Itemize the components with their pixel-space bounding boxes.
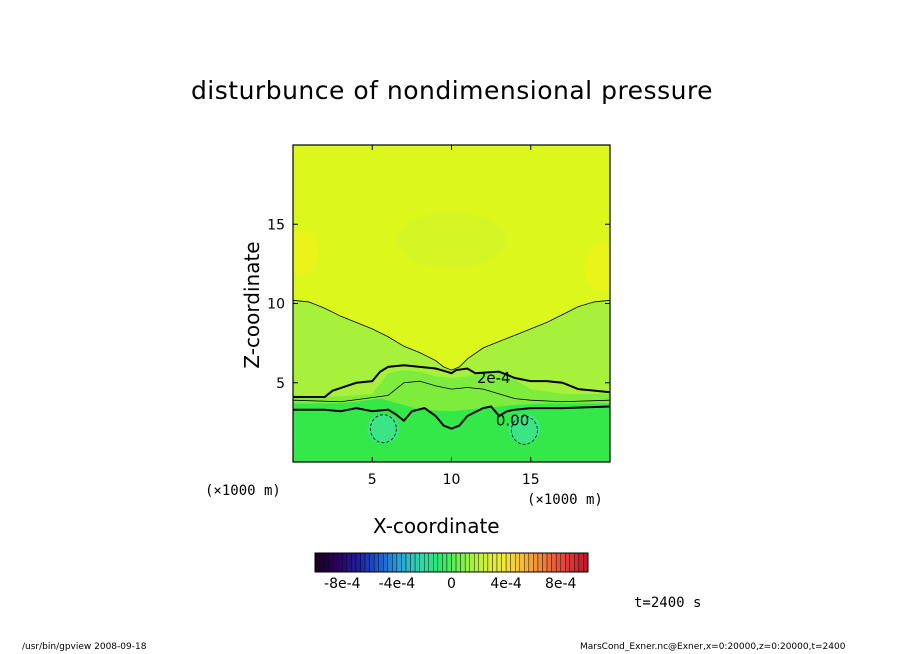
colorbar-cell: [555, 552, 561, 573]
x-unit-label: (×1000 m): [527, 492, 603, 508]
colorbar-cell: [387, 552, 393, 573]
colorbar-cell: [578, 552, 584, 573]
contour-label-zero: 0.00: [496, 412, 529, 430]
colorbar-cell: [383, 552, 389, 573]
field-blob-center: [396, 212, 507, 269]
y-tick-label: 10: [267, 297, 285, 313]
colorbar-cell: [446, 552, 452, 573]
colorbar-cell: [355, 552, 361, 573]
field-blob-right: [584, 243, 610, 292]
colorbar-cell: [583, 552, 589, 573]
y-tick-label: 15: [267, 217, 285, 233]
colorbar-cell: [515, 552, 520, 573]
colorbar-cell: [405, 552, 411, 573]
field-blob-left: [293, 230, 319, 275]
colorbar-cell: [442, 552, 448, 573]
x-tick-label: 5: [368, 472, 377, 488]
colorbar-cell: [565, 552, 571, 573]
colorbar-cell: [524, 552, 530, 573]
time-label: t=2400 s: [634, 595, 702, 611]
colorbar-tick-label: 4e-4: [490, 576, 522, 592]
contour-line-zero: [293, 405, 610, 430]
colorbar-cell: [328, 552, 334, 573]
colorbar-cell: [496, 552, 502, 573]
x-axis-label: X-coordinate: [373, 514, 500, 538]
chart-title: disturbunce of nondimensional pressure: [190, 76, 714, 105]
colorbar-cell: [346, 552, 352, 573]
colorbar-cell: [433, 552, 439, 573]
colorbar-cell: [537, 552, 543, 573]
colorbar-cell: [428, 552, 434, 573]
colorbar-cell: [460, 552, 466, 573]
y-tick-label: 5: [276, 376, 285, 392]
colorbar-cell: [314, 552, 320, 573]
colorbar-cell: [546, 552, 552, 573]
colorbar-cell: [464, 552, 470, 573]
footer-left: /usr/bin/gpview 2008-09-18: [22, 642, 147, 652]
colorbar-cell: [483, 552, 489, 573]
x-tick-label: 10: [443, 472, 461, 488]
field-spot-right: [508, 413, 541, 444]
colorbar-cell: [492, 552, 498, 573]
field-spot-left: [367, 413, 400, 444]
colorbar-cell: [474, 552, 480, 573]
colorbar-tick-label: -4e-4: [379, 576, 416, 592]
colorbar-cell: [419, 552, 425, 573]
contour-line-thin-upper: [293, 299, 610, 371]
footer-right: MarsCond_Exner.nc@Exner,x=0:20000,z=0:20…: [580, 642, 846, 652]
colorbar-cell: [455, 552, 461, 573]
colorbar-cell: [414, 552, 420, 573]
contour-dashed-right: [511, 415, 538, 445]
colorbar-cell: [437, 552, 443, 573]
colorbar-cell: [337, 552, 343, 573]
colorbar-cell: [519, 552, 525, 573]
colorbar-cell: [323, 552, 329, 573]
colorbar-cell: [319, 552, 325, 573]
colorbar-tick-label: -8e-4: [324, 576, 361, 592]
colorbar-cell: [533, 552, 539, 573]
colorbar-tick-label: 8e-4: [545, 576, 577, 592]
colorbar-tick-label: 0: [447, 576, 456, 592]
colorbar-cell: [478, 552, 484, 573]
colorbar-cell: [369, 552, 375, 573]
colorbar-cell: [373, 552, 379, 573]
colorbar-cell: [451, 552, 457, 573]
colorbar-cell: [569, 552, 575, 573]
colorbar-cell: [424, 552, 429, 573]
colorbar-cell: [378, 552, 384, 573]
colorbar-cell: [574, 552, 580, 573]
colorbar-cell: [364, 552, 370, 573]
contour-line-2e-4: [293, 364, 610, 399]
colorbar-cell: [505, 552, 511, 573]
colorbar-cell: [392, 552, 398, 573]
colorbar-cell: [360, 552, 366, 573]
colorbar-cell: [560, 552, 566, 573]
colorbar-cell: [501, 552, 507, 573]
colorbar-cell: [410, 552, 416, 573]
colorbar-cell: [351, 552, 357, 573]
contour-dashed-left: [369, 414, 397, 444]
field-lower: [293, 398, 610, 462]
x-tick-label: 15: [522, 472, 540, 488]
z-unit-label: (×1000 m): [205, 483, 281, 499]
colorbar-cell: [401, 552, 407, 573]
colorbar-cell: [469, 552, 475, 573]
heatmap-field: 2e-4 0.00: [293, 145, 610, 462]
colorbar-cell: [333, 552, 338, 573]
colorbar-cell: [510, 552, 516, 573]
contour-label-2e-4: 2e-4: [477, 369, 511, 387]
colorbar-cell: [551, 552, 557, 573]
contour-line-thin-middle: [293, 380, 610, 403]
colorbar-frame: [314, 552, 589, 573]
colorbar-cell: [396, 552, 402, 573]
colorbar-cell: [342, 552, 348, 573]
colorbar-cell: [528, 552, 534, 573]
colorbar-cell: [487, 552, 493, 573]
colorbar-cell: [542, 552, 548, 573]
